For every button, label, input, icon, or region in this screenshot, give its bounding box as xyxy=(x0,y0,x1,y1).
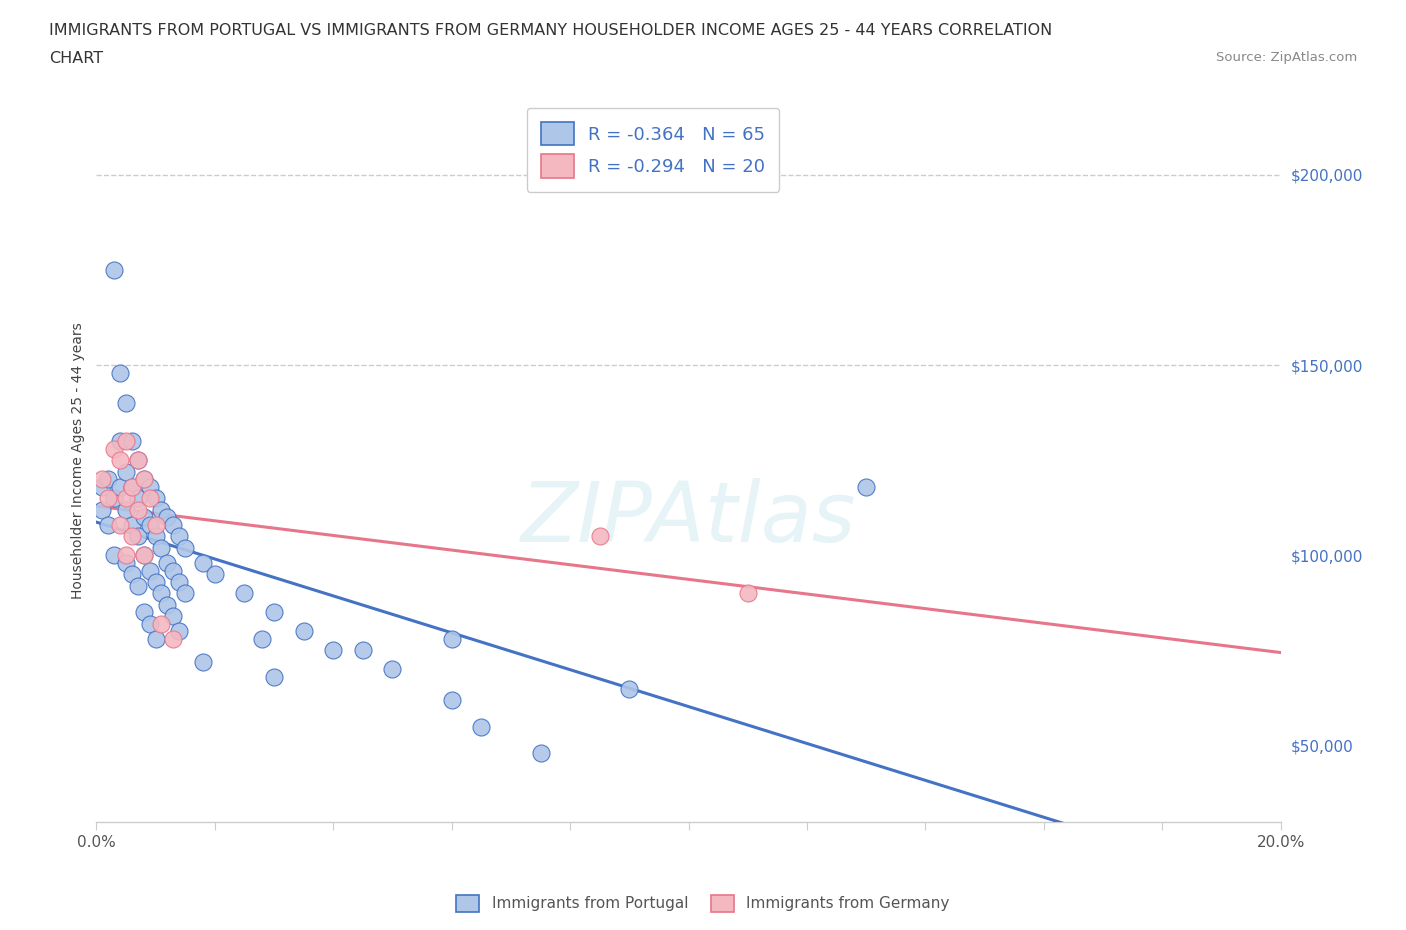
Point xyxy=(167,529,190,544)
Point xyxy=(138,564,160,578)
Point xyxy=(115,491,138,506)
Point xyxy=(150,586,173,601)
Point xyxy=(91,472,114,486)
Point xyxy=(145,491,167,506)
Point xyxy=(91,479,114,494)
Point xyxy=(91,502,114,517)
Point xyxy=(97,472,120,486)
Point xyxy=(103,262,125,277)
Point xyxy=(174,540,197,555)
Point xyxy=(440,693,463,708)
Point xyxy=(127,578,149,593)
Point xyxy=(115,464,138,479)
Legend: Immigrants from Portugal, Immigrants from Germany: Immigrants from Portugal, Immigrants fro… xyxy=(450,889,956,918)
Point xyxy=(132,548,155,563)
Point xyxy=(156,597,179,612)
Point xyxy=(97,517,120,532)
Point xyxy=(156,555,179,570)
Point xyxy=(115,555,138,570)
Point xyxy=(108,453,131,468)
Point xyxy=(121,529,143,544)
Point xyxy=(108,479,131,494)
Point xyxy=(204,567,226,582)
Point xyxy=(132,472,155,486)
Text: Source: ZipAtlas.com: Source: ZipAtlas.com xyxy=(1216,51,1357,64)
Point xyxy=(127,491,149,506)
Point xyxy=(103,491,125,506)
Point xyxy=(115,502,138,517)
Legend: R = -0.364   N = 65, R = -0.294   N = 20: R = -0.364 N = 65, R = -0.294 N = 20 xyxy=(527,108,779,193)
Text: IMMIGRANTS FROM PORTUGAL VS IMMIGRANTS FROM GERMANY HOUSEHOLDER INCOME AGES 25 -: IMMIGRANTS FROM PORTUGAL VS IMMIGRANTS F… xyxy=(49,23,1053,38)
Point xyxy=(292,624,315,639)
Point xyxy=(191,555,214,570)
Point xyxy=(115,433,138,448)
Point xyxy=(121,479,143,494)
Point xyxy=(132,605,155,620)
Point xyxy=(150,617,173,631)
Text: ZIPAtlas: ZIPAtlas xyxy=(520,477,856,559)
Point xyxy=(108,433,131,448)
Point xyxy=(145,529,167,544)
Point xyxy=(121,479,143,494)
Point xyxy=(162,517,184,532)
Point xyxy=(470,719,492,734)
Point xyxy=(127,502,149,517)
Point xyxy=(156,510,179,525)
Point xyxy=(97,491,120,506)
Point xyxy=(162,609,184,624)
Point xyxy=(145,575,167,590)
Point xyxy=(322,643,344,658)
Point xyxy=(127,529,149,544)
Point xyxy=(250,631,273,646)
Point xyxy=(127,453,149,468)
Point xyxy=(145,517,167,532)
Point xyxy=(440,631,463,646)
Point xyxy=(121,433,143,448)
Point xyxy=(132,472,155,486)
Point xyxy=(138,491,160,506)
Point xyxy=(855,479,877,494)
Point xyxy=(115,548,138,563)
Point xyxy=(121,517,143,532)
Point xyxy=(138,617,160,631)
Point xyxy=(589,529,612,544)
Text: CHART: CHART xyxy=(49,51,103,66)
Point xyxy=(191,655,214,670)
Point xyxy=(145,631,167,646)
Point xyxy=(737,586,759,601)
Point xyxy=(381,662,404,677)
Point xyxy=(529,746,551,761)
Point xyxy=(138,479,160,494)
Point xyxy=(162,631,184,646)
Point xyxy=(132,510,155,525)
Point xyxy=(167,624,190,639)
Point xyxy=(108,365,131,380)
Point xyxy=(167,575,190,590)
Point xyxy=(115,395,138,410)
Point xyxy=(619,681,641,696)
Y-axis label: Householder Income Ages 25 - 44 years: Householder Income Ages 25 - 44 years xyxy=(72,322,86,599)
Point xyxy=(127,453,149,468)
Point xyxy=(233,586,256,601)
Point xyxy=(263,670,285,684)
Point xyxy=(103,442,125,457)
Point xyxy=(174,586,197,601)
Point xyxy=(150,502,173,517)
Point xyxy=(263,605,285,620)
Point xyxy=(352,643,374,658)
Point xyxy=(103,548,125,563)
Point xyxy=(138,517,160,532)
Point xyxy=(108,517,131,532)
Point xyxy=(150,540,173,555)
Point xyxy=(121,567,143,582)
Point xyxy=(132,548,155,563)
Point xyxy=(162,564,184,578)
